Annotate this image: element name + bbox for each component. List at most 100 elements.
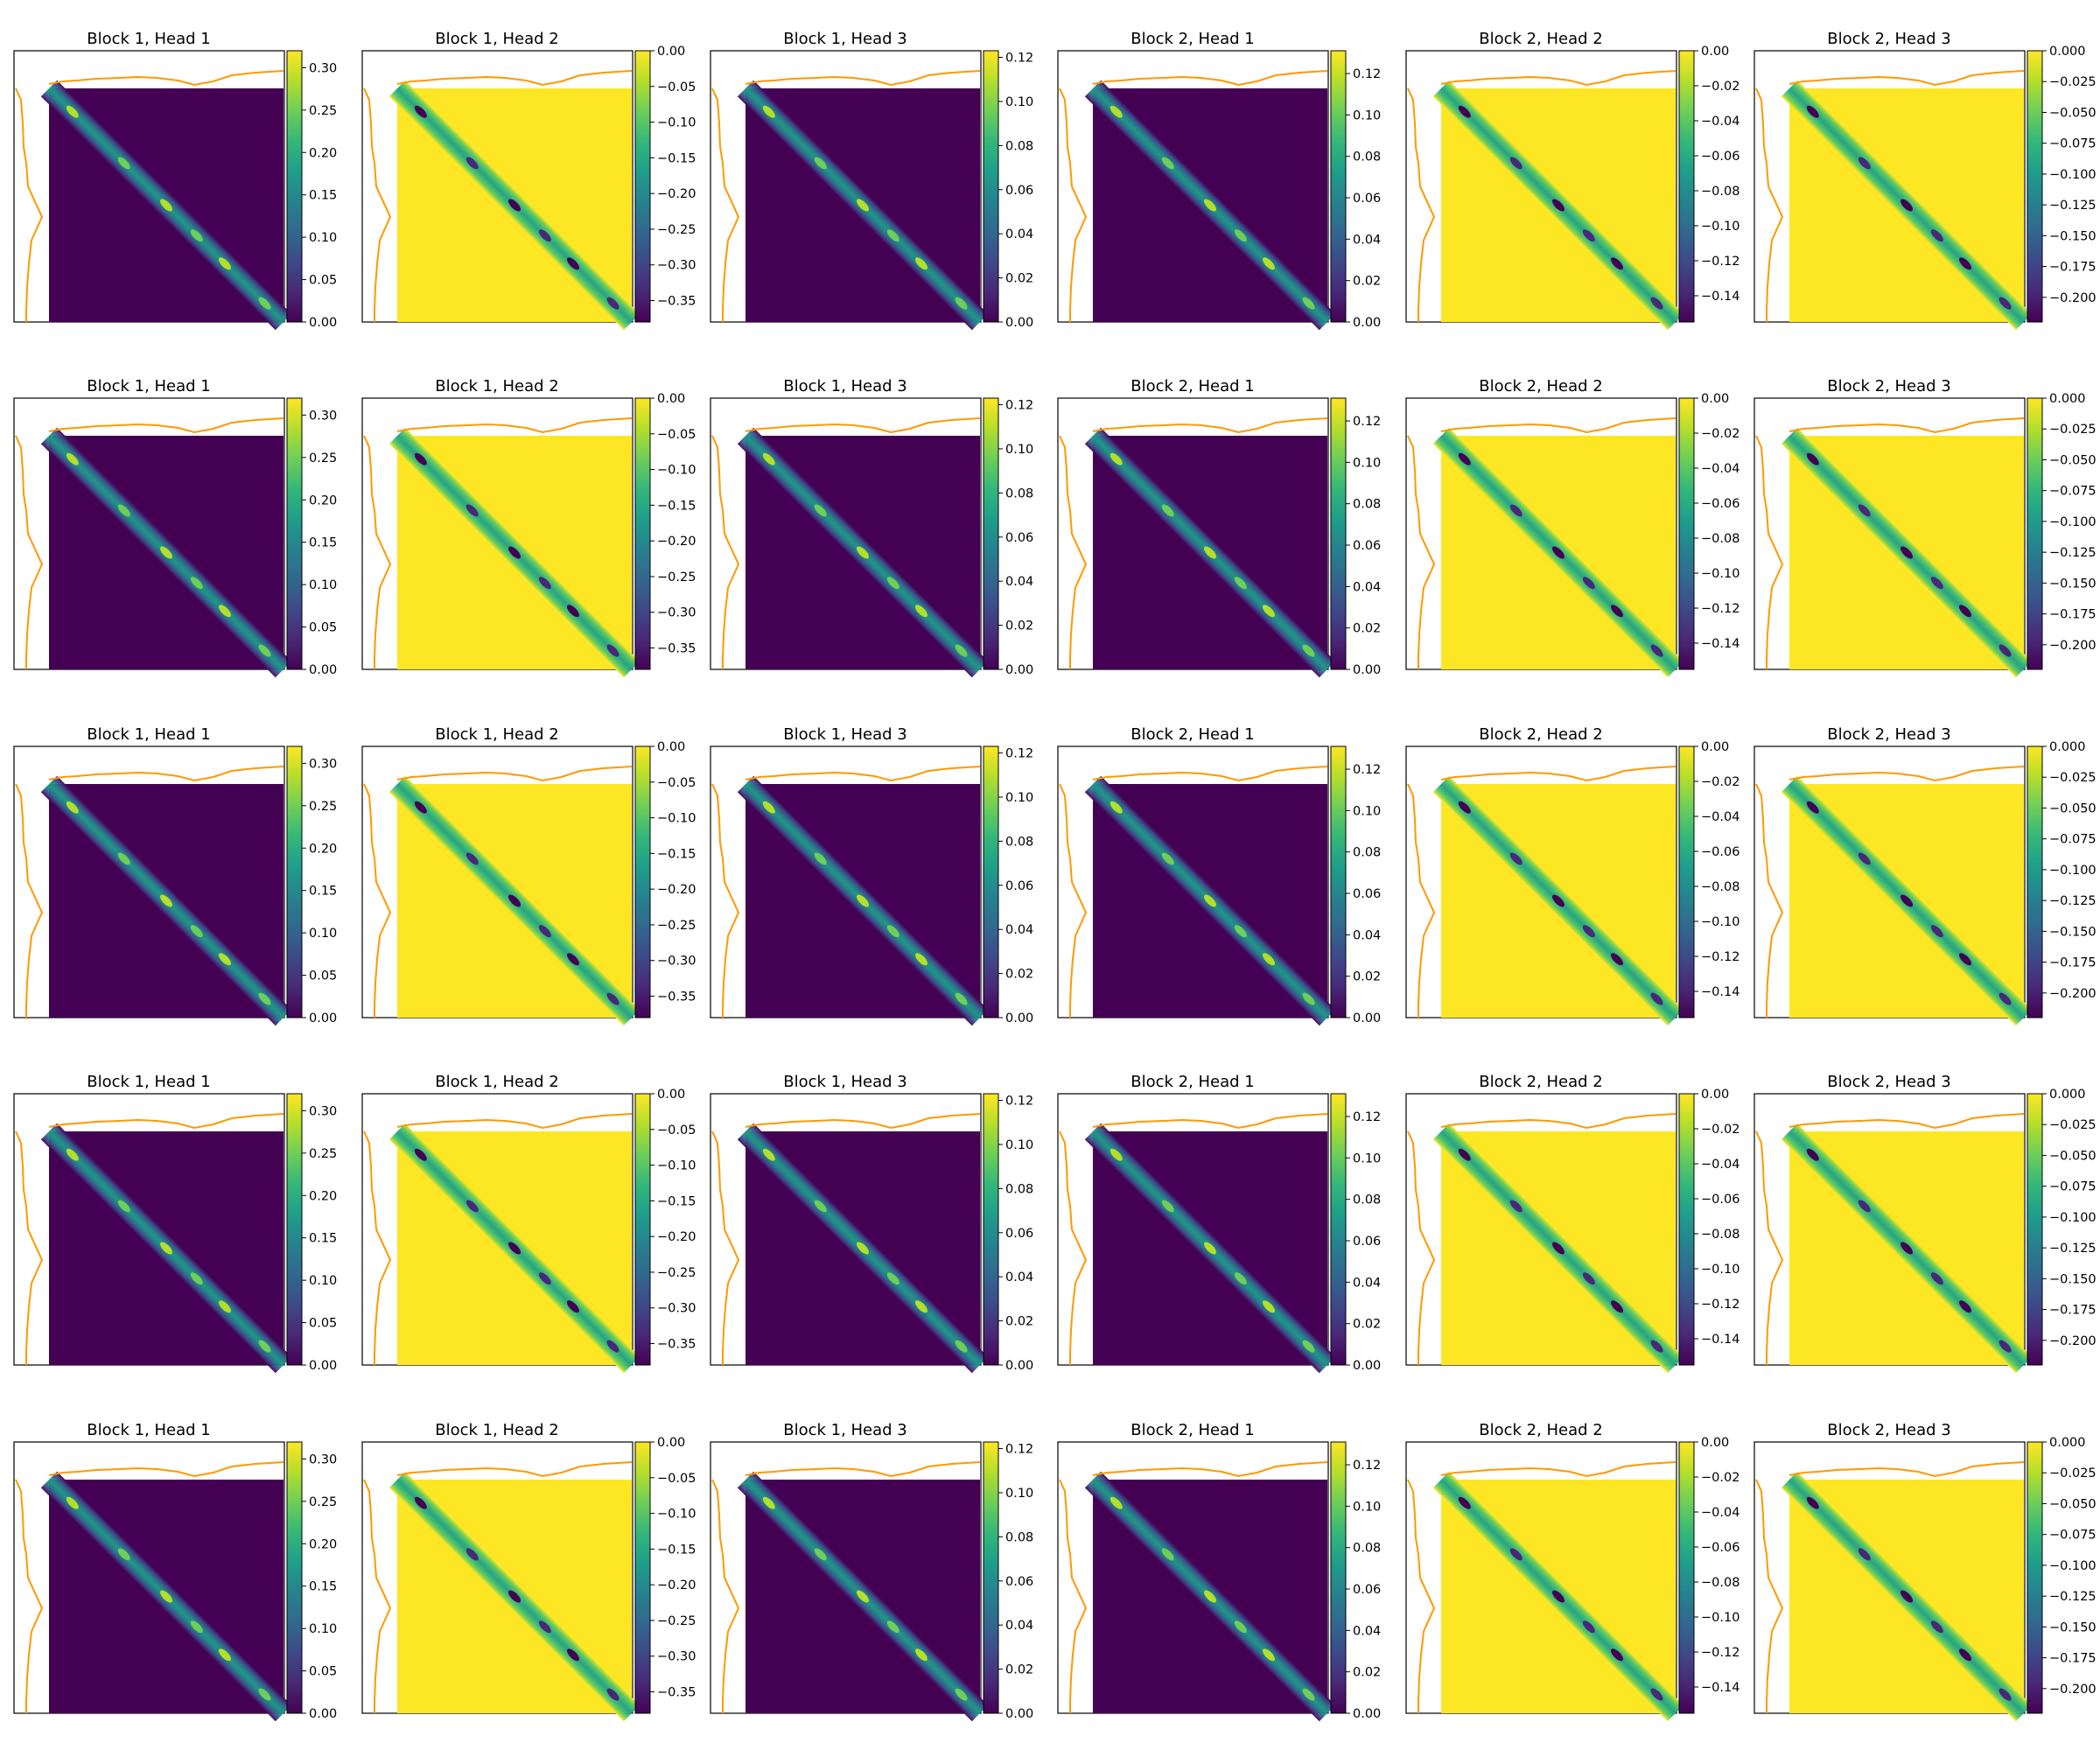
colorbar-tick-label: −0.12 [1701,950,1740,964]
diagonal-band-group [40,775,292,1026]
left-profile-line [15,1130,44,1365]
panel-b2h1: Block 2, Head 1 0.00 0.02 0.04 0.06 0.08 0.10 0… [1057,377,1381,678]
band-hotspot [1930,229,1943,242]
colorbar-tick-label: −0.15 [657,499,696,513]
left-profile-line [15,88,44,322]
colorbar-tick-label: 0.06 [1005,184,1033,198]
diagonal-band-group [1084,775,1336,1026]
panel-title: Block 1, Head 1 [87,725,211,744]
band-hotspot [1458,452,1471,466]
colorbar-tick-label: −0.125 [2049,894,2096,908]
panel-b2h3: Block 2, Head 3 0.000 −0.025 −0.050 −0.075 −0… [1754,1421,2096,1722]
panel-b2h2: Block 2, Head 2 0.00 −0.02 −0.04 −0.06 −0.08 −… [1405,1073,1740,1374]
colorbar-tick-label: −0.30 [657,1302,696,1316]
band-hotspot [1110,1148,1123,1161]
left-profile-line [1407,1130,1436,1365]
colorbar-tick-label: 0.12 [1005,1443,1033,1457]
top-profile-line [745,70,981,87]
colorbar-tick-label: −0.04 [1701,810,1740,824]
top-profile-line [396,1461,633,1478]
band-hotspot [1900,546,1913,559]
colorbar-tick-label: −0.08 [1701,880,1740,894]
colorbar-tick-label: −0.14 [1701,1681,1740,1695]
colorbar [634,50,651,323]
colorbar-tick-label: −0.12 [1701,1298,1740,1312]
panel-b2h2: Block 2, Head 2 0.00 −0.02 −0.04 −0.06 −0.08 −… [1405,725,1740,1026]
colorbar-tick-label: −0.150 [2049,229,2096,243]
band-hotspot [1458,801,1471,814]
colorbar-tick-label: 0.02 [1005,272,1033,286]
panel-title: Block 1, Head 1 [87,1421,211,1439]
colorbar-tick-label: 0.25 [309,452,337,466]
colorbar-tick-label: −0.30 [657,955,696,969]
band-hotspot [466,504,479,517]
band-hotspot [160,1590,172,1603]
colorbar-tick-label: 0.20 [309,1537,337,1551]
band-hotspot [1161,1548,1174,1561]
colorbar-tick-label: −0.125 [2049,1242,2096,1256]
band-hotspot [1959,1648,1971,1662]
colorbar-tick-label: 0.12 [1005,1095,1033,1109]
colorbar-tick-label: 0.02 [1353,622,1381,636]
colorbar-tick-label: −0.08 [1701,1228,1740,1242]
left-profile-line [15,435,44,669]
left-profile-line [15,783,44,1018]
colorbar-tick-label: 0.06 [1353,887,1381,901]
colorbar-tick-label: −0.10 [1701,567,1740,581]
colorbar-tick-label: 0.04 [1005,1270,1033,1284]
band-hotspot [1161,504,1174,517]
band-hotspot [606,992,620,1005]
colorbar-tick-label: 0.02 [1005,968,1033,982]
panel-b1h2: Block 1, Head 2 0.00 −0.05 −0.10 −0.15 −0.20 −… [361,725,696,1026]
diagonal-band-group [40,80,292,331]
colorbar-tick-label: −0.06 [1701,1541,1740,1555]
band-hotspot [1650,1340,1663,1353]
colorbar-tick-label: 0.00 [1005,316,1033,330]
panel-b1h1: Block 1, Head 1 0.00 0.05 0.10 0.15 0.20 0.25 0… [13,1073,337,1374]
colorbar-tick-label: 0.04 [1353,928,1381,942]
band-hotspot [1234,1272,1247,1285]
top-profile-line [48,1461,284,1478]
top-profile-line [1440,70,1676,87]
band-hotspot [117,852,130,865]
colorbar-tick-label: 0.04 [1005,923,1033,937]
band-hotspot [1959,953,1971,966]
colorbar-tick-label: 0.10 [309,1274,337,1288]
colorbar-tick-label: −0.04 [1701,1506,1740,1520]
colorbar-tick-label: 0.10 [309,927,337,941]
colorbar-tick-label: −0.050 [2049,106,2096,120]
panel-title: Block 1, Head 2 [435,377,559,396]
top-profile-line [396,766,633,782]
colorbar-tick-label: −0.20 [657,1230,696,1244]
colorbar-tick-label: −0.30 [657,1650,696,1664]
colorbar-tick-label: 0.00 [657,740,685,754]
band-hotspot [606,1340,620,1353]
band-hotspot [538,1272,551,1285]
colorbar-tick-label: −0.25 [657,1266,696,1280]
band-hotspot [466,157,479,170]
band-hotspot [857,1242,869,1255]
diagonal-band-group [1781,1123,2033,1374]
band-hotspot [66,1148,79,1161]
colorbar-tick-label: 0.00 [309,316,337,330]
colorbar-tick-label: 0.10 [309,578,337,592]
colorbar-tick-label: 0.15 [309,885,337,899]
colorbar-tick-label: −0.10 [657,116,696,130]
colorbar-tick-label: −0.04 [1701,1158,1740,1172]
colorbar-tick-label: 0.10 [309,231,337,245]
band-hotspot [814,852,827,865]
colorbar-tick-label: −0.08 [1701,1576,1740,1590]
panel-title: Block 1, Head 3 [783,725,907,744]
colorbar [983,397,999,670]
band-hotspot [814,157,827,170]
colorbar [983,746,999,1018]
colorbar-tick-label: 0.08 [1353,1542,1381,1556]
band-hotspot [1582,1620,1595,1634]
colorbar-tick-label: −0.10 [1701,1611,1740,1625]
band-hotspot [466,852,479,865]
band-hotspot [1930,925,1943,938]
colorbar-tick-label: 0.00 [1701,740,1729,754]
left-profile-line [711,88,740,322]
left-profile-line [363,783,392,1018]
band-hotspot [1650,1688,1663,1701]
